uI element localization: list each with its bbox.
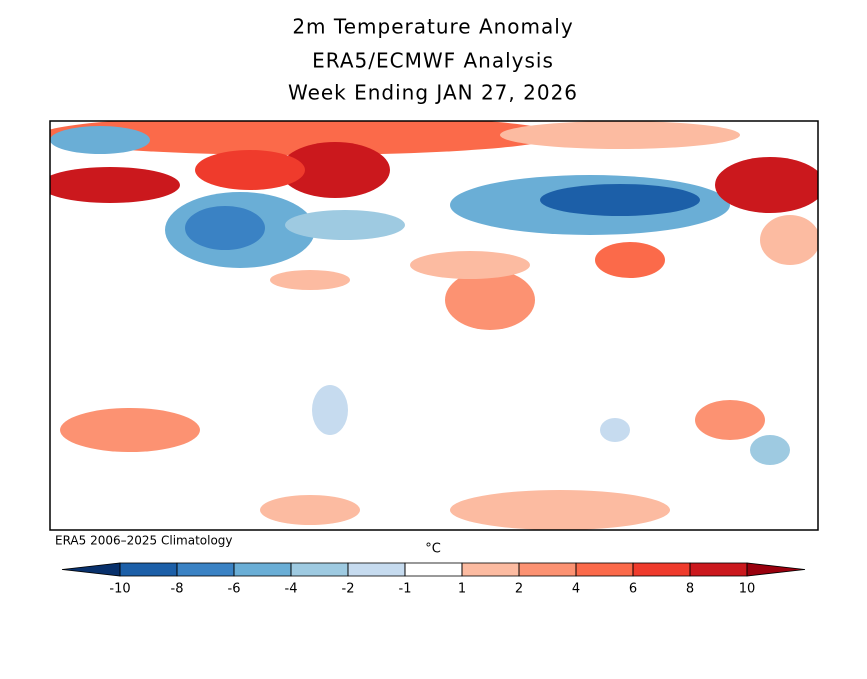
colorbar: -10 -8 -6 -4 -2 -1 1 2 4 6 8 10 xyxy=(61,562,806,597)
colorbar-segment xyxy=(176,562,235,577)
anomaly-area xyxy=(285,210,405,240)
colorbar-segment xyxy=(575,562,634,577)
period: Week Ending JAN 27, 2026 xyxy=(288,81,578,105)
anomaly-area xyxy=(595,242,665,278)
anomaly-area xyxy=(312,385,348,435)
colorbar-tick-label: 10 xyxy=(739,582,756,597)
colorbar-tick-label: -10 xyxy=(109,582,130,597)
colorbar-segment xyxy=(518,562,577,577)
anomaly-area xyxy=(500,121,740,149)
anomaly-area xyxy=(760,215,818,265)
anomaly-area xyxy=(450,490,670,530)
colorbar-tick-label: -2 xyxy=(342,582,355,597)
colorbar-tick-label: -1 xyxy=(399,582,412,597)
title: 2m Temperature Anomaly xyxy=(292,15,573,39)
anomaly-area xyxy=(195,150,305,190)
colorbar-segment xyxy=(689,562,748,577)
anomaly-area xyxy=(50,121,560,155)
colorbar-segment xyxy=(632,562,691,577)
anomaly-area xyxy=(260,495,360,525)
anomaly-area xyxy=(715,157,818,213)
colorbar-tick-label: 8 xyxy=(686,582,694,597)
subtitle: ERA5/ECMWF Analysis xyxy=(312,49,554,73)
colorbar-segment xyxy=(404,562,463,577)
anomaly-area xyxy=(60,408,200,452)
anomaly-area xyxy=(445,270,535,330)
anomaly-area xyxy=(600,418,630,442)
climatology-note: ERA5 2006–2025 Climatology xyxy=(55,534,233,548)
colorbar-tick-label: -4 xyxy=(285,582,298,597)
colorbar-segment xyxy=(290,562,349,577)
anomaly-area xyxy=(695,400,765,440)
colorbar-tick-label: 2 xyxy=(515,582,523,597)
anomaly-area xyxy=(410,251,530,279)
anomaly-area xyxy=(750,435,790,465)
colorbar-tick-label: 4 xyxy=(572,582,580,597)
colorbar-tick-label: 1 xyxy=(458,582,466,597)
colorbar-segment xyxy=(461,562,520,577)
colorbar-segment xyxy=(119,562,178,577)
colorbar-tick-label: -6 xyxy=(228,582,241,597)
colorbar-tick-label: 6 xyxy=(629,582,637,597)
map-field xyxy=(50,121,818,530)
anomaly-area xyxy=(185,206,265,250)
colorbar-extension-low xyxy=(61,562,121,577)
colorbar-segment xyxy=(233,562,292,577)
anomaly-area xyxy=(280,142,390,198)
anomaly-area xyxy=(270,270,350,290)
colorbar-segment xyxy=(347,562,406,577)
anomaly-area xyxy=(50,167,180,203)
unit-label: °C xyxy=(425,542,441,557)
anomaly-area xyxy=(50,126,150,154)
anomaly-area xyxy=(540,184,700,216)
colorbar-extension-high xyxy=(746,562,806,577)
colorbar-tick-label: -8 xyxy=(171,582,184,597)
map-frame xyxy=(49,120,819,531)
